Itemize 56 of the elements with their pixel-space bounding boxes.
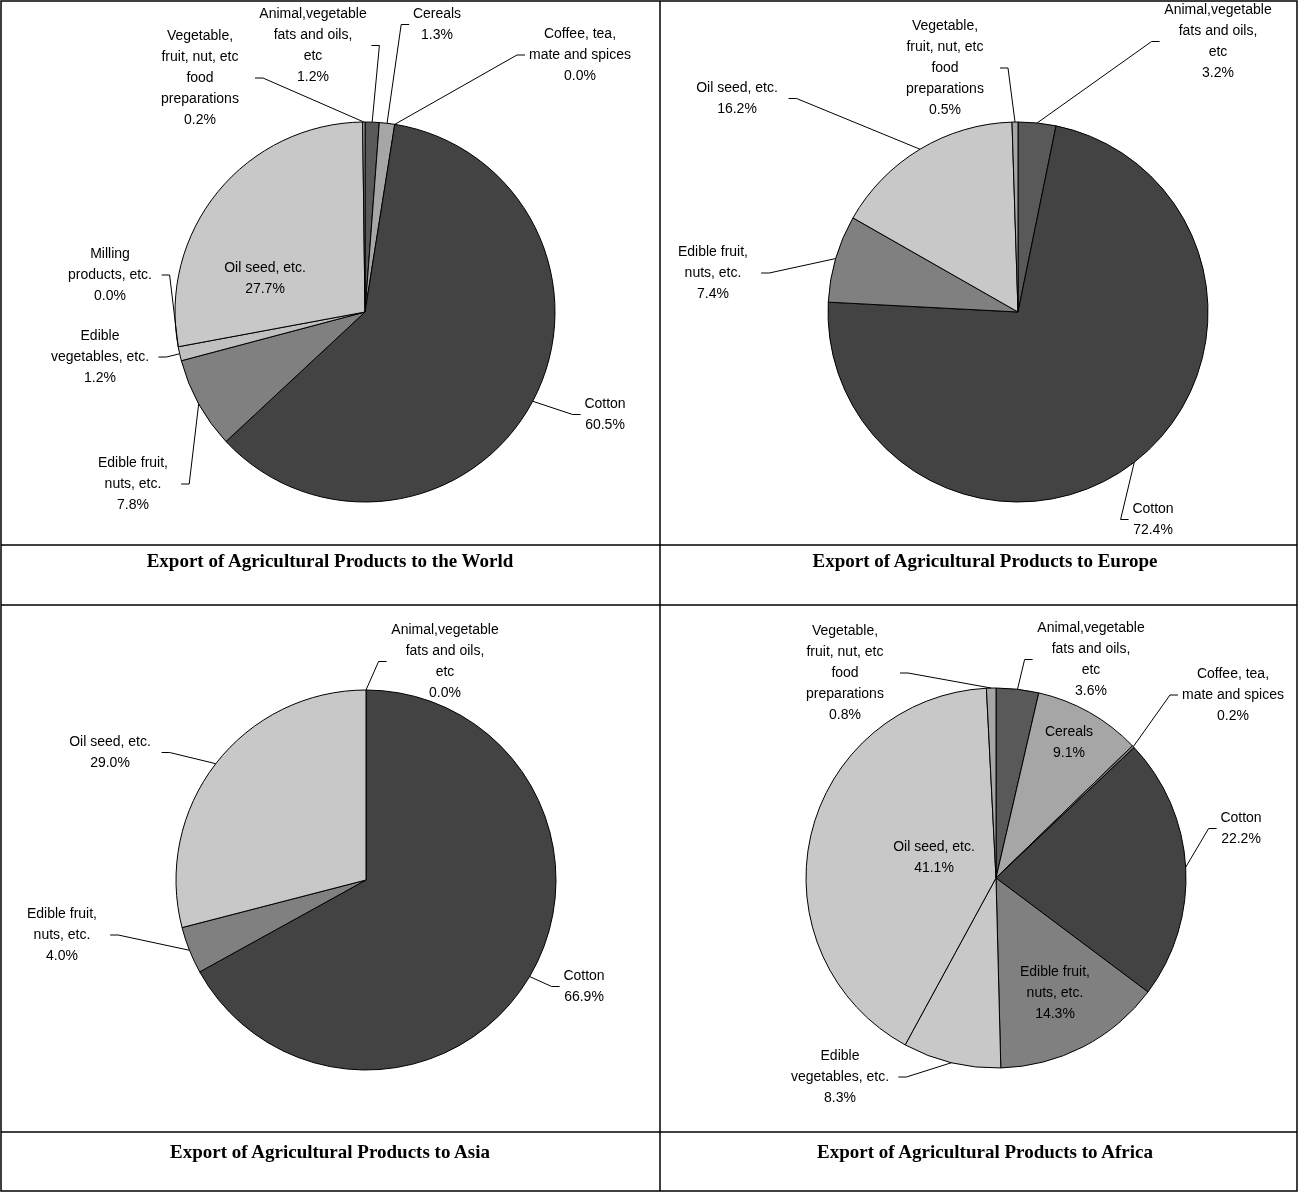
text: Export of Agricultural Products to the World [146,550,514,571]
slice-label: Cereals [1044,723,1094,739]
slice-label: Animal,vegetable fats and oils, etc [1037,619,1145,677]
data-label: 3.6% [1075,682,1107,698]
data-label: 7.8% [117,496,149,512]
data-label: 0.8% [829,706,861,722]
slice-label: Vegetable, fruit, nut, etc food preparations [161,27,239,106]
text: 0.0% [564,67,596,83]
data-label: 66.9% [564,988,604,1004]
data-label: 0.2% [184,111,216,127]
slice-label: Cereals [412,5,462,21]
data-label: 29.0% [90,754,130,770]
text: Export of Agricultural Products to Africa [817,1141,1154,1162]
data-label: 16.2% [717,100,757,116]
category-label: Coffee, tea, mate and spices [529,25,631,62]
slice-label: Cotton [1220,809,1262,825]
data-label: 0.5% [929,101,961,117]
slice-label: Edible fruit, nuts, etc. [26,905,98,942]
slice-label: Oil seed, etc. [224,259,306,275]
data-label: 14.3% [1035,1005,1075,1021]
slice-label: Edible fruit, nuts, etc. [677,243,749,280]
slice-label: Animal,vegetable fats and oils, etc [259,5,367,63]
data-label: 3.2% [1202,64,1234,80]
category-label: Milling products, etc. [67,245,153,282]
slice-label: Cotton [563,967,605,983]
data-label: 1.3% [421,26,453,42]
data-label: 41.1% [914,859,954,875]
category-label: Animal,vegetable fats and oils, etc [391,621,499,679]
data-label: 27.7% [245,280,285,296]
data-label: 9.1% [1053,744,1085,760]
slice-label: Cotton [1132,500,1174,516]
data-label: 22.2% [1221,830,1261,846]
data-label: 7.4% [697,285,729,301]
slice-label: Oil seed, etc. [696,79,778,95]
slice-label: Edible fruit, nuts, etc. [1019,963,1091,1000]
slice-label: Edible vegetables, etc. [790,1047,890,1084]
text: 0.0% [429,684,461,700]
data-label: 72.4% [1133,521,1173,537]
slice-label: Edible vegetables, etc. [50,327,150,364]
data-label: 1.2% [84,369,116,385]
data-label: 0.2% [1217,707,1249,723]
text: 0.0% [94,287,126,303]
slice-label: Vegetable, fruit, nut, etc food preparations [906,17,984,96]
slice-label: Oil seed, etc. [893,838,975,854]
data-label: 1.2% [297,68,329,84]
data-label: 8.3% [824,1089,856,1105]
slice-label: Oil seed, etc. [69,733,151,749]
text: Export of Agricultural Products to Asia [169,1141,491,1162]
slice-label: Edible fruit, nuts, etc. [97,454,169,491]
text: Export of Agricultural Products to Europe [812,550,1158,571]
slice-label: Cotton [584,395,626,411]
slice-label: Animal,vegetable fats and oils, etc [1164,1,1272,59]
data-label: 4.0% [46,947,78,963]
data-label: 60.5% [585,416,625,432]
slice-label: Vegetable, fruit, nut, etc food preparations [806,622,884,701]
slice-label: Coffee, tea, mate and spices [1182,665,1284,702]
